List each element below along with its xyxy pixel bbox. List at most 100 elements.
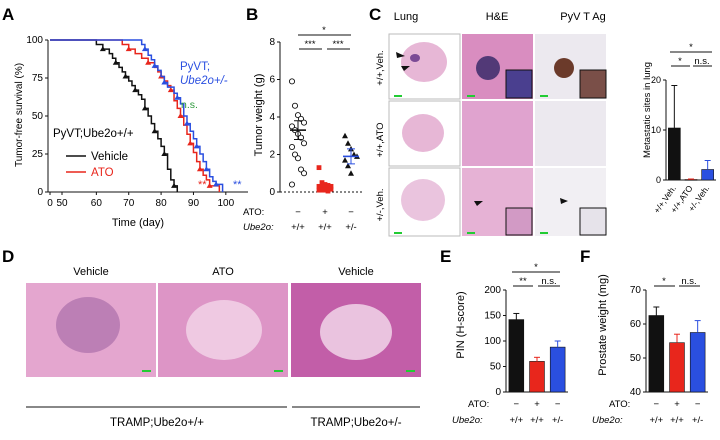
panel-b-row2-label: Ube2o: <box>243 222 274 233</box>
panel-a-censor-mark <box>193 143 200 149</box>
panel-c-he-inset-1 <box>505 69 533 99</box>
panel-label-d: D <box>2 247 14 266</box>
panel-a-legend-title: PyVT;Ube2o+/+ <box>53 128 134 140</box>
panel-a-y-tick-label: 50 <box>32 111 44 122</box>
panel-f-row2-label: Ube2o: <box>592 415 623 426</box>
panel-c-ihc-inset-3 <box>579 207 607 236</box>
panel-f-bar-1 <box>648 315 665 393</box>
panel-c-bars <box>668 85 714 181</box>
panel-b-y-tick-label: 4 <box>269 112 275 123</box>
panel-a-sig-het: ** <box>233 179 242 191</box>
panel-b-point-het <box>342 132 348 139</box>
panel-c-lung-tissue-3 <box>401 179 445 221</box>
panel-b-point-ato <box>319 184 325 190</box>
panel-e-y-tick-label: 50 <box>490 362 502 373</box>
panel-b-point-het <box>345 140 351 146</box>
panel-f-genotype-value: +/+ <box>670 415 684 426</box>
panel-f-ato-value: − <box>654 399 660 410</box>
panel-b-genotype-value: +/+ <box>291 222 305 233</box>
panel-d-histology: Vehicle ATO Vehicle TRAMP;Ube2o+/+ TRAMP… <box>26 266 421 429</box>
panel-a-censor-mark <box>141 105 148 111</box>
panel-e-ato-value: − <box>555 399 561 410</box>
panel-b-y-tick-label: 0 <box>269 187 275 198</box>
panel-c-sig-left: * <box>678 56 682 67</box>
panel-c-bar-bar-3 <box>701 169 714 181</box>
panel-d-lumen-3 <box>320 304 392 360</box>
panel-a-censor-mark <box>196 166 203 172</box>
panel-b-ato-value: + <box>322 207 328 218</box>
panel-b-genotype-value: +/+ <box>318 222 332 233</box>
panel-c-bar-y-tick-label: 20 <box>651 75 661 85</box>
panel-b-points <box>288 78 360 194</box>
panel-c-lung-tissue-1 <box>401 42 447 82</box>
panel-b-genotype-value: +/- <box>345 222 356 233</box>
panel-a-y-tick-label: 100 <box>26 35 43 46</box>
panel-a-y-tick-label: 25 <box>32 149 44 160</box>
panel-b-point-vehicle <box>300 119 308 126</box>
panel-f-bar-2 <box>669 342 685 393</box>
panel-b-y-tick-label: 8 <box>269 37 275 48</box>
panel-a-censor-mark <box>183 120 190 126</box>
panel-a-censor-mark <box>213 181 220 187</box>
panel-c-row-label-1: +/+,Veh. <box>375 50 386 85</box>
panel-a-y-axis-label: Tumor-free survival (%) <box>14 63 25 167</box>
panel-b-y-tick-label: 2 <box>269 150 275 161</box>
panel-a-y-tick-label: 75 <box>32 73 44 84</box>
panel-a-legend-vehicle: Vehicle <box>91 151 128 163</box>
panel-a-censor-mark <box>141 46 148 52</box>
panel-b-ato-value: − <box>348 207 354 218</box>
panel-e-bar-1 <box>508 319 525 393</box>
panel-f-ato-value: + <box>674 399 680 410</box>
panel-f-y-axis-label: Prostate weight (mg) <box>597 274 609 375</box>
panel-a-censor-mark <box>161 151 168 156</box>
panel-b-point-vehicle <box>288 143 296 151</box>
panel-label-f: F <box>580 247 590 266</box>
panel-b-point-het <box>345 162 351 169</box>
panel-b-point-ato <box>322 187 328 193</box>
panel-b-point-ato <box>319 180 325 186</box>
panel-e-y-tick-label: 0 <box>495 387 501 398</box>
panel-a-censor-mark <box>203 166 210 172</box>
panel-a-y-tick-label: 0 <box>37 187 43 198</box>
arrowhead-icon <box>401 66 410 71</box>
panel-f-bars <box>648 306 706 393</box>
panel-b-point-vehicle <box>294 155 302 162</box>
panel-b-sig-top: * <box>322 25 326 36</box>
panel-d-lumen-2 <box>186 300 262 360</box>
panel-d-gland-1 <box>56 297 120 353</box>
panel-f-sig-right: n.s. <box>681 276 696 287</box>
panel-c-lung-tissue-2 <box>402 114 444 152</box>
panel-b-y-axis-label: Tumor weight (g) <box>253 74 265 157</box>
panel-b-row1-label: ATO: <box>243 207 264 218</box>
panel-c-ihc-metastasis-1 <box>554 58 574 78</box>
panel-a-sig-ato: ** <box>198 179 207 191</box>
panel-a-censor-mark <box>174 94 181 100</box>
panel-a-het-label-line2: Ube2o+/- <box>180 75 228 87</box>
panel-c-histology: Lung H&E PyV T Ag +/+,Veh. +/+,ATO +/-,V… <box>375 11 607 237</box>
arrowhead-icon <box>560 198 568 204</box>
panel-b-axes: 0 2 4 6 8 − +/+ + +/+ − +/- <box>269 37 362 233</box>
panel-c-he-inset-3 <box>505 207 533 236</box>
panel-b-point-ato <box>316 165 322 171</box>
panel-e-bars <box>508 312 566 393</box>
panel-b-sig-right: *** <box>332 39 343 50</box>
panel-b-point-vehicle <box>291 102 299 109</box>
panel-a-censor-mark <box>112 59 119 65</box>
panel-b-point-vehicle <box>288 181 296 188</box>
panel-c-row-label-3: +/-,Veh. <box>375 188 386 221</box>
panel-f-y-tick-label: 60 <box>630 319 642 330</box>
panel-a-censor-mark <box>145 59 152 65</box>
panel-a-x-tick-label: 70 <box>123 198 135 209</box>
panel-a-censor-mark <box>171 182 178 188</box>
panel-label-b: B <box>246 5 258 24</box>
panel-f-y-tick-label: 70 <box>630 285 642 296</box>
panel-a-legend-ato: ATO <box>91 167 114 179</box>
panel-b-point-het <box>342 157 348 163</box>
panel-c-header-lung: Lung <box>394 11 418 23</box>
panel-label-e: E <box>440 247 451 266</box>
